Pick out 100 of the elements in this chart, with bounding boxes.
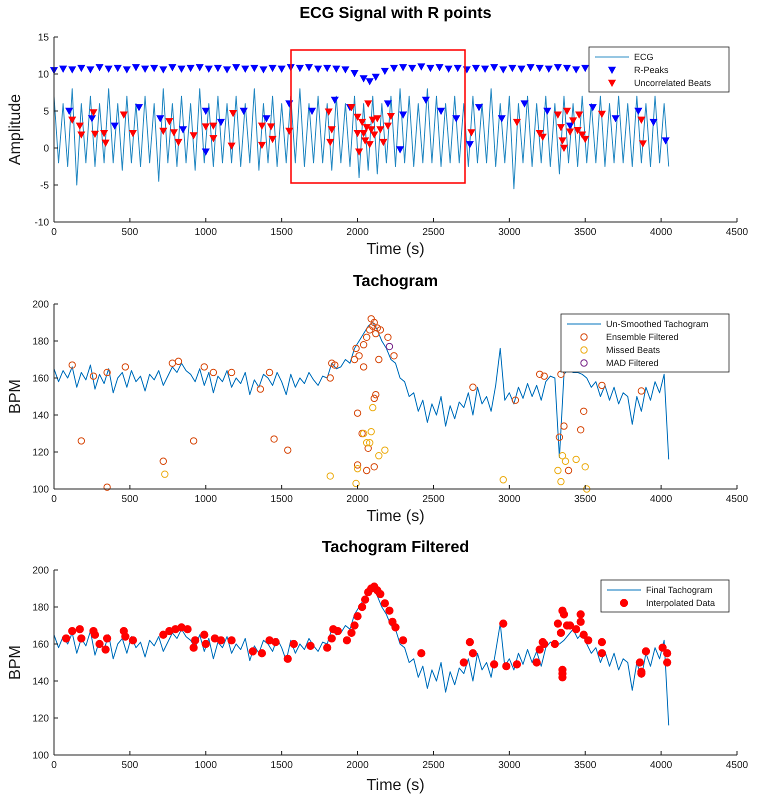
point — [266, 368, 274, 376]
x-tick-label: 3000 — [498, 760, 521, 771]
point — [375, 452, 383, 460]
x-tick-label: 0 — [51, 227, 58, 238]
y-tick-label: 0 — [43, 144, 50, 154]
point — [360, 341, 368, 348]
point — [374, 324, 381, 332]
point — [68, 361, 76, 369]
y-tick-label: 100 — [32, 750, 50, 762]
point — [122, 363, 130, 371]
point — [583, 485, 590, 493]
point — [512, 396, 520, 404]
point — [331, 361, 338, 369]
point — [368, 315, 375, 322]
x-tick-label: 2500 — [422, 227, 446, 238]
point — [368, 428, 375, 436]
point — [582, 463, 589, 470]
x-tick-label: 3500 — [574, 760, 597, 771]
legend-label: MAD Filtered — [606, 358, 659, 368]
x-tick-label: 4000 — [650, 760, 673, 771]
point — [376, 326, 384, 334]
point — [284, 446, 292, 454]
y-tick-label: 120 — [32, 448, 50, 458]
y-tick-label: 200 — [32, 566, 50, 576]
point — [354, 409, 362, 417]
point — [174, 358, 182, 366]
point — [372, 390, 380, 398]
point — [562, 458, 570, 465]
point — [372, 330, 380, 338]
x-axis-title: Time (s) — [366, 241, 425, 258]
point — [369, 404, 376, 412]
point — [554, 466, 562, 474]
x-tick-label: 1000 — [194, 760, 218, 771]
point — [78, 437, 86, 445]
point — [160, 458, 167, 465]
point — [228, 368, 236, 376]
point — [362, 466, 370, 474]
x-tick-label: 500 — [122, 760, 139, 771]
point — [350, 356, 358, 364]
x-tick-label: 4000 — [650, 227, 673, 238]
point — [558, 452, 566, 460]
x-tick-label: 1500 — [270, 227, 294, 238]
x-tick-label: 2000 — [346, 227, 370, 238]
legend-label: Uncorrelated Beats — [634, 78, 712, 88]
x-tick-label: 3000 — [498, 227, 521, 238]
y-tick-label: 120 — [32, 714, 50, 724]
y-tick-label: 5 — [43, 106, 50, 118]
x-tick-label: 2500 — [422, 494, 446, 505]
point — [384, 334, 392, 341]
legend-label: Final Tachogram — [646, 585, 712, 595]
x-tick-label: 3500 — [574, 227, 597, 238]
point — [326, 374, 334, 382]
point — [366, 439, 374, 446]
x-tick-label: 500 — [122, 494, 139, 505]
legend-label: Ensemble Filtered — [606, 332, 679, 342]
point — [536, 370, 544, 378]
point — [270, 435, 278, 443]
y-tick-label: 100 — [32, 484, 50, 496]
y-tick-label: 180 — [32, 336, 50, 348]
point — [200, 363, 208, 371]
x-tick-label: 2000 — [346, 494, 370, 505]
point — [355, 352, 363, 360]
point — [90, 372, 98, 380]
x-tick-label: 1000 — [194, 227, 218, 238]
legend-label: Un-Smoothed Tachogram — [606, 319, 708, 329]
y-tick-label: 10 — [38, 70, 50, 80]
point — [540, 372, 548, 380]
y-tick-label: 140 — [32, 676, 50, 688]
point — [354, 464, 362, 472]
point — [190, 437, 198, 445]
point — [352, 344, 360, 352]
x-tick-label: 4500 — [726, 760, 749, 771]
point — [370, 463, 378, 470]
point — [364, 444, 372, 452]
x-tick-label: 0 — [51, 494, 58, 505]
x-tick-label: 500 — [122, 227, 139, 238]
point — [362, 439, 370, 446]
point — [375, 356, 383, 364]
x-tick-label: 1000 — [194, 494, 218, 505]
x-tick-label: 1500 — [270, 760, 294, 771]
point — [381, 446, 389, 454]
x-tick-label: 4500 — [726, 494, 749, 505]
x-axis-title: Time (s) — [366, 508, 425, 525]
y-tick-label: 160 — [32, 374, 50, 384]
point — [556, 434, 564, 441]
chart-title: Tachogram — [352, 273, 438, 290]
chart-title: Tachogram Filtered — [322, 539, 470, 556]
line-series — [54, 88, 670, 190]
point — [352, 480, 360, 488]
x-axis-title: Time (s) — [366, 777, 425, 794]
x-tick-label: 0 — [51, 760, 58, 771]
point — [500, 476, 507, 484]
x-tick-label: 3500 — [574, 494, 597, 505]
point — [572, 456, 580, 464]
legend-label: Interpolated Data — [646, 598, 716, 608]
point — [557, 370, 565, 378]
point — [210, 368, 218, 376]
legend-label: ECG — [634, 52, 654, 62]
y-tick-label: 180 — [32, 602, 50, 614]
y-axis-title: BPM — [7, 379, 24, 414]
